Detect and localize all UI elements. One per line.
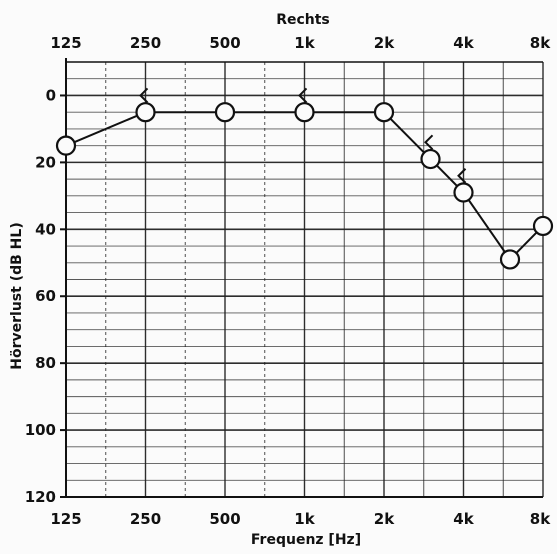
top-tick-label: 4k [453,34,474,52]
grid [65,61,544,498]
arrow-marker [424,134,434,151]
circle-marker [294,102,315,123]
circle-marker [420,148,441,170]
bottom-tick-label: 2k [374,510,395,528]
bottom-tick-label: 500 [209,510,240,528]
arrow-marker [457,168,467,184]
y-axis-labels: 0 20 40 60 80 100 120 [25,86,66,506]
y-tick-label: 20 [35,153,56,171]
y-tick-label: 120 [25,488,56,506]
plot-frame [65,58,543,498]
y-tick-label: 40 [35,220,56,238]
top-tick-label: 125 [50,34,81,52]
y-axis-title: Hörverlust (dB HL) [9,222,25,369]
bottom-tick-label: 4k [453,510,474,528]
circle-marker [55,135,77,156]
circle-marker [214,102,236,123]
top-tick-label: 1k [294,34,315,52]
circle-marker [135,102,156,123]
top-tick-label: 2k [374,34,395,52]
bottom-tick-label: 125 [50,510,81,528]
circle-marker [532,215,554,237]
bottom-tick-label: 1k [294,510,315,528]
chart-title: Rechts [276,12,330,28]
top-tick-label: 250 [130,34,161,52]
y-tick-label: 100 [25,421,56,439]
arrow-marker [298,87,308,104]
series-layer [55,87,554,270]
bottom-tick-label: 8k [530,510,551,528]
bottom-tick-label: 250 [130,510,161,528]
bottom-frequency-labels: 125 250 500 1k 2k 4k 8k [50,510,551,528]
circle-marker [453,182,474,203]
arrow-marker [139,87,149,104]
x-axis-title: Frequenz [Hz] [251,532,361,548]
y-tick-label: 60 [35,287,56,305]
y-tick-label: 0 [46,86,56,104]
top-frequency-labels: 125 250 500 1k 2k 4k 8k [50,34,551,52]
top-tick-label: 8k [530,34,551,52]
top-tick-label: 500 [209,34,240,52]
circle-marker [499,249,521,270]
y-tick-label: 80 [35,354,56,372]
circle-marker [373,102,395,123]
